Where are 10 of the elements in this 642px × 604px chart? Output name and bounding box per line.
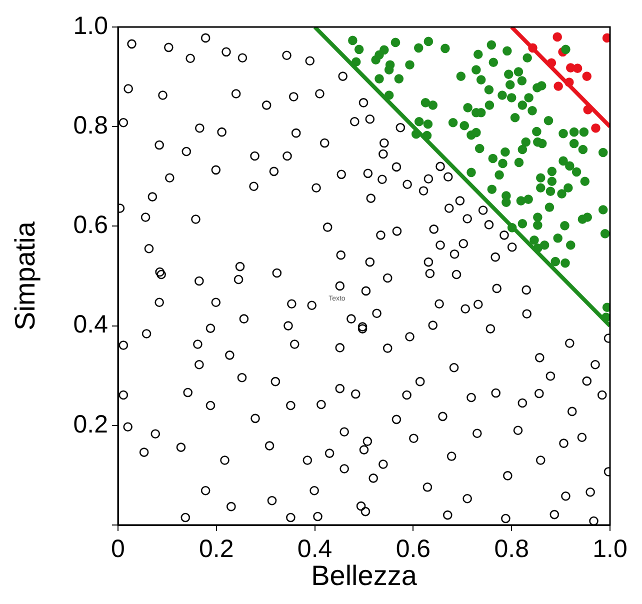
x-tick-label: 0.2 (199, 534, 234, 563)
y-tick-label: 0.6 (73, 211, 108, 240)
x-tick-label: 1.0 (592, 534, 628, 563)
y-axis-title: Simpatia (10, 221, 41, 330)
x-tick-label: 0.8 (494, 534, 529, 563)
y-tick-label: 0.8 (73, 111, 108, 140)
x-tick-label: 0 (111, 534, 125, 563)
y-tick-label: 0.2 (73, 410, 108, 438)
y-tick-label: 1.0 (73, 12, 108, 40)
y-tick-label: 0.4 (73, 310, 108, 339)
